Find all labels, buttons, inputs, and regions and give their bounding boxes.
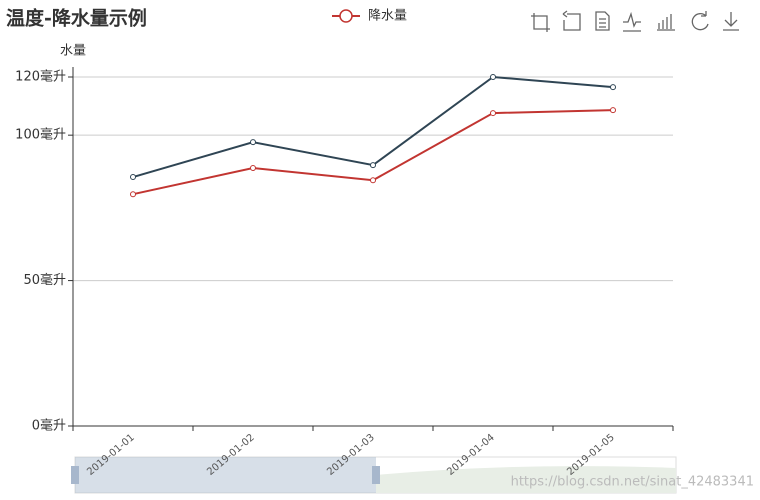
point (130, 191, 136, 198)
zoom-handle[interactable] (372, 466, 380, 484)
y-tick-label: 120毫升 (15, 69, 66, 85)
legend-label: 降水量 (368, 9, 407, 24)
toolbox[interactable] (531, 10, 739, 32)
point (370, 162, 376, 169)
save-icon[interactable] (723, 12, 739, 31)
zoom-handle[interactable] (71, 466, 79, 484)
zoom-shadow (376, 466, 676, 493)
zoom-icon[interactable] (531, 13, 550, 32)
y-tick-label: 0毫升 (32, 418, 66, 434)
bar-icon[interactable] (657, 14, 675, 31)
zoom-selection[interactable] (75, 457, 376, 493)
zoom-back-icon[interactable] (562, 10, 581, 31)
data-view-icon[interactable] (595, 11, 610, 31)
point (490, 110, 496, 117)
point (130, 174, 136, 181)
point (370, 177, 376, 184)
point (610, 84, 616, 91)
watermark: https://blog.csdn.net/sinat_42483341 (511, 475, 754, 490)
y-tick-label: 50毫升 (23, 272, 66, 288)
legend-marker (339, 9, 353, 23)
chart-title: 温度-降水量示例 (6, 7, 147, 30)
series-line (132, 75, 614, 179)
y-tick-label: 100毫升 (15, 127, 66, 143)
y-axis-label: 水量 (60, 44, 86, 59)
point (610, 107, 616, 114)
line-icon[interactable] (623, 11, 641, 32)
point (250, 139, 256, 146)
restore-icon[interactable] (691, 11, 709, 31)
data-zoom[interactable] (71, 456, 677, 494)
point (490, 74, 496, 80)
point (250, 165, 256, 172)
